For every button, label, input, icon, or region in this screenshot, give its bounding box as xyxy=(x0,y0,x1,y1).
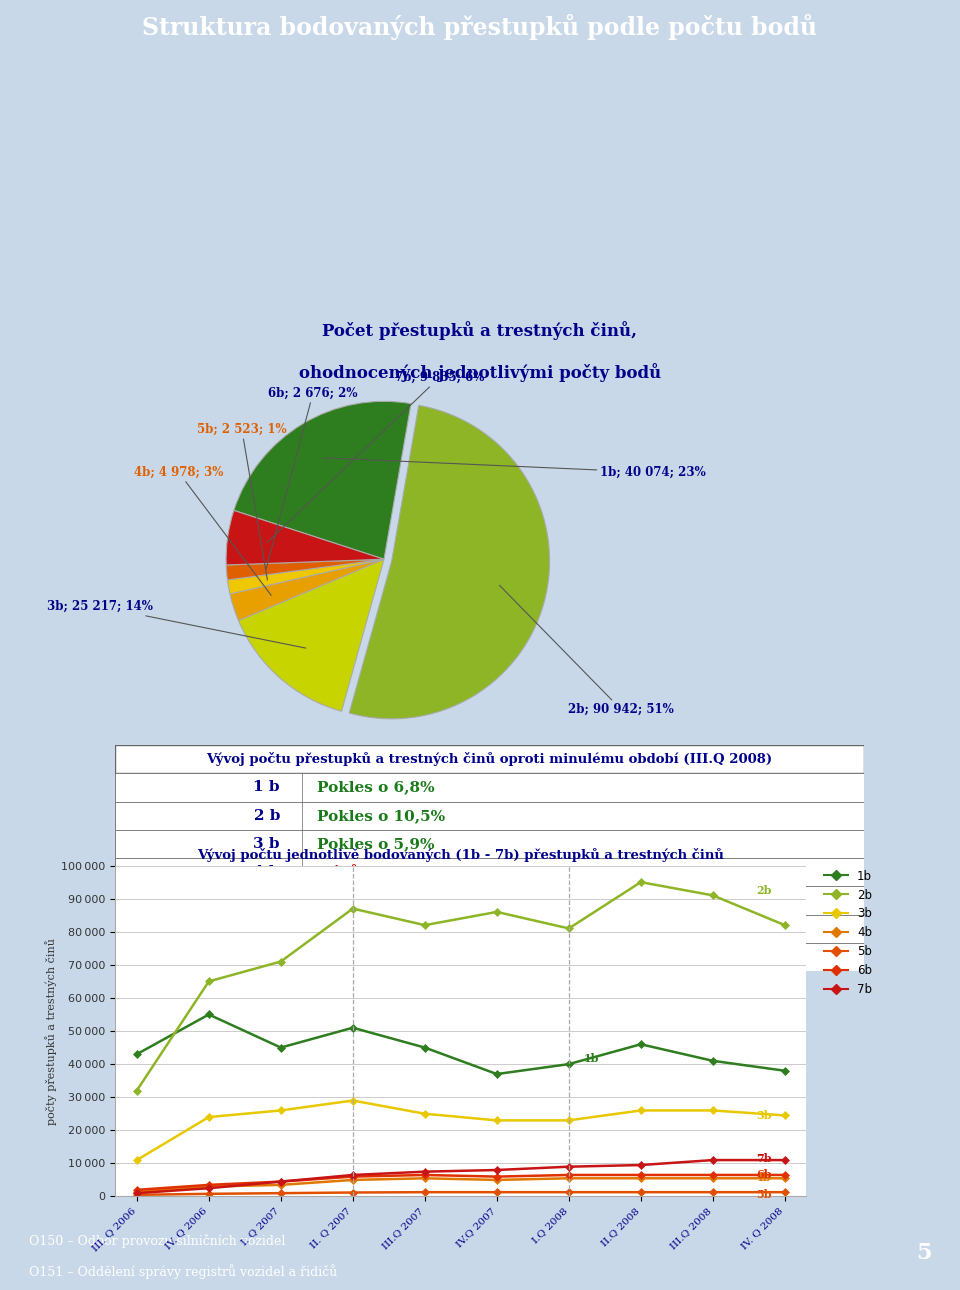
Text: 5b; 2 523; 1%: 5b; 2 523; 1% xyxy=(197,423,287,580)
Wedge shape xyxy=(227,560,384,580)
Text: Nárůst o 9,5%: Nárůst o 9,5% xyxy=(318,864,438,880)
Bar xyxy=(115,801,864,829)
Text: Pokles o 6,8%: Pokles o 6,8% xyxy=(318,780,435,795)
Text: 2b; 90 942; 51%: 2b; 90 942; 51% xyxy=(499,586,674,716)
Text: 7b: 7b xyxy=(756,1153,772,1164)
Text: 3 b: 3 b xyxy=(253,837,280,851)
Wedge shape xyxy=(230,560,384,620)
Wedge shape xyxy=(234,401,411,560)
Wedge shape xyxy=(228,560,384,593)
Text: 7 b: 7 b xyxy=(253,951,280,964)
Text: 6 b: 6 b xyxy=(253,922,280,937)
Text: O151 – Oddělení správy registrů vozidel a řidičů: O151 – Oddělení správy registrů vozidel … xyxy=(29,1264,337,1278)
Text: 3b; 25 217; 14%: 3b; 25 217; 14% xyxy=(47,600,305,648)
Text: Nárůst o 10,8%: Nárůst o 10,8% xyxy=(318,921,448,937)
Text: 5: 5 xyxy=(916,1241,931,1264)
Bar xyxy=(115,773,864,801)
Text: 4b: 4b xyxy=(756,1171,772,1183)
Bar xyxy=(115,858,864,886)
Bar xyxy=(115,829,864,858)
Text: Struktura bodovaných přestupků podle počtu bodů: Struktura bodovaných přestupků podle poč… xyxy=(142,14,818,40)
Text: 5 b: 5 b xyxy=(253,894,280,908)
Text: 7b; 9 835; 6%: 7b; 9 835; 6% xyxy=(267,372,484,543)
Text: 2 b: 2 b xyxy=(253,809,280,823)
Text: 1b; 40 074; 23%: 1b; 40 074; 23% xyxy=(323,458,706,479)
Y-axis label: počty přestupků a trestných činů: počty přestupků a trestných činů xyxy=(45,938,57,1125)
Bar xyxy=(115,744,864,773)
Text: 3b: 3b xyxy=(756,1109,772,1121)
Title: Vývoj počtu jednotlivě bodovaných (1b - 7b) přestupků a trestných činů: Vývoj počtu jednotlivě bodovaných (1b - … xyxy=(198,848,724,862)
Text: 4b; 4 978; 3%: 4b; 4 978; 3% xyxy=(134,466,272,596)
Bar xyxy=(115,915,864,943)
Legend: 1b, 2b, 3b, 4b, 5b, 6b, 7b: 1b, 2b, 3b, 4b, 5b, 6b, 7b xyxy=(819,864,876,1001)
Text: O150 – Odbor provozu silničních vozidel: O150 – Odbor provozu silničních vozidel xyxy=(29,1235,285,1249)
Wedge shape xyxy=(227,511,384,565)
Text: Nárůst o 0,6%: Nárůst o 0,6% xyxy=(318,893,438,908)
Text: Počet přestupků a trestných činů,: Počet přestupků a trestných činů, xyxy=(323,321,637,341)
Text: Pokles o 5,9%: Pokles o 5,9% xyxy=(318,837,435,851)
Text: 4 b: 4 b xyxy=(253,866,280,880)
Text: 6b; 2 676; 2%: 6b; 2 676; 2% xyxy=(266,387,358,569)
Text: 1 b: 1 b xyxy=(253,780,280,795)
Text: 5b: 5b xyxy=(756,1188,772,1200)
Bar xyxy=(115,943,864,971)
Wedge shape xyxy=(349,405,549,719)
Text: 1b: 1b xyxy=(584,1053,599,1064)
Text: Pokles o 10,5%: Pokles o 10,5% xyxy=(318,809,445,823)
Wedge shape xyxy=(238,560,384,711)
Text: 6b: 6b xyxy=(756,1170,772,1180)
Text: ohodnocených jednotlivými počty bodů: ohodnocených jednotlivými počty bodů xyxy=(299,362,661,382)
Bar xyxy=(115,886,864,915)
Text: Vývoj počtu přestupků a trestných činů oproti minulému období (III.Q 2008): Vývoj počtu přestupků a trestných činů o… xyxy=(206,752,773,766)
Text: 2b: 2b xyxy=(756,885,772,897)
Text: Nárůst o 12,6%: Nárůst o 12,6% xyxy=(318,949,448,965)
